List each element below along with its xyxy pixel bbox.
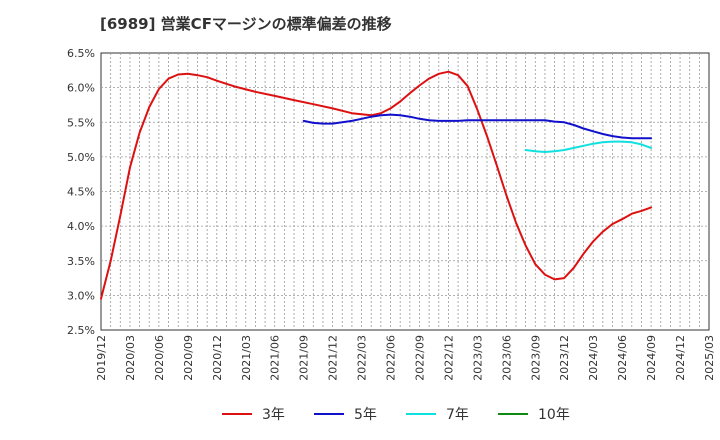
x-tick-label: 2021/06 (269, 335, 282, 381)
x-tick-label: 2022/03 (356, 335, 369, 381)
y-tick-label: 6.0% (67, 82, 95, 95)
x-tick-label: 2021/09 (298, 335, 311, 381)
x-tick-label: 2023/06 (500, 335, 513, 381)
legend: 3年 5年 7年 10年 (222, 407, 570, 423)
y-tick-label: 4.0% (67, 220, 95, 233)
y-tick-label: 3.5% (67, 255, 95, 268)
legend-label: 10年 (538, 407, 570, 423)
x-tick-label: 2024/06 (616, 335, 629, 381)
x-tick-label: 2020/09 (182, 335, 195, 381)
y-tick-label: 3.0% (67, 289, 95, 302)
x-axis-ticks: 2019/12 2020/03 2020/06 2020/09 2020/12 2021/… (95, 335, 716, 381)
y-tick-label: 5.0% (67, 151, 95, 164)
x-tick-label: 2024/03 (587, 335, 600, 381)
series-line (302, 113, 653, 140)
x-tick-label: 2020/12 (211, 335, 224, 381)
x-tick-label: 2020/03 (124, 335, 137, 381)
y-axis-ticks: 6.5% 6.0% 5.5% 5.0% 4.5% 4.0% 3.5% 3.0% 2.5% (67, 47, 95, 337)
x-tick-label: 2023/12 (558, 335, 571, 381)
x-tick-label: 2024/09 (645, 335, 658, 381)
x-tick-label: 2022/06 (385, 335, 398, 381)
x-tick-label: 2025/03 (703, 335, 716, 381)
chart-title: [6989] 営業CFマージンの標準偏差の推移 (100, 15, 392, 33)
series-line (100, 70, 653, 300)
x-tick-label: 2021/03 (240, 335, 253, 381)
x-tick-label: 2023/09 (529, 335, 542, 381)
legend-label: 3年 (262, 407, 285, 423)
y-tick-label: 2.5% (67, 324, 95, 337)
legend-label: 7年 (446, 407, 469, 423)
x-tick-label: 2024/12 (674, 335, 687, 381)
x-tick-label: 2020/06 (153, 335, 166, 381)
x-tick-label: 2022/09 (413, 335, 426, 381)
grid-lines (101, 53, 709, 330)
series-lines (100, 70, 653, 300)
x-tick-label: 2022/12 (442, 335, 455, 381)
x-tick-label: 2019/12 (95, 335, 108, 381)
y-tick-label: 4.5% (67, 186, 95, 199)
y-tick-label: 6.5% (67, 47, 95, 60)
x-tick-label: 2023/03 (471, 335, 484, 381)
x-tick-label: 2021/12 (327, 335, 340, 381)
y-tick-label: 5.5% (67, 116, 95, 129)
legend-label: 5年 (354, 407, 377, 423)
series-line (524, 140, 653, 153)
